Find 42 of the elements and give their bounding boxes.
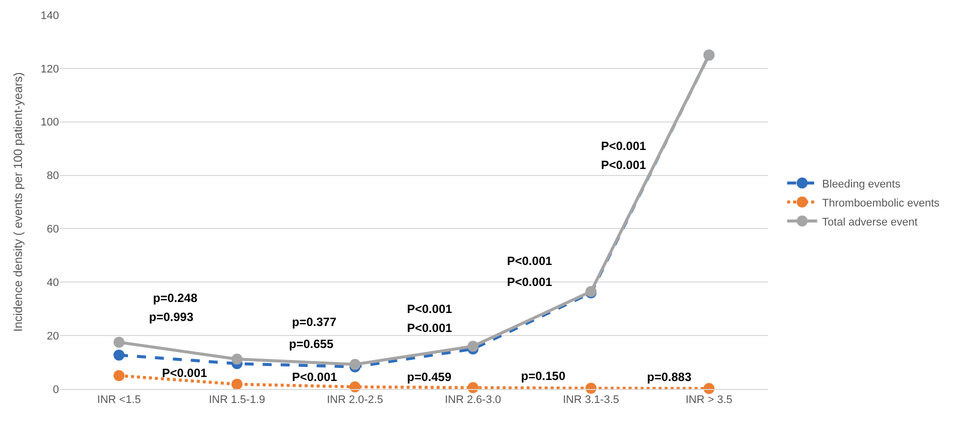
point xyxy=(468,382,478,394)
y-tick-label: 40 xyxy=(46,276,59,289)
legend-label: Bleeding events xyxy=(822,178,901,190)
x-tick-label: INR 2.0-2.5 xyxy=(326,394,384,406)
point xyxy=(232,378,242,390)
annotation: p=0.655 xyxy=(289,337,334,351)
annotation: p=0.993 xyxy=(149,310,194,324)
x-tick-label: INR 3.1-3.5 xyxy=(562,394,620,406)
annotation: P<0.001 xyxy=(292,370,338,384)
annotation: P<0.001 xyxy=(407,321,452,335)
point xyxy=(350,358,360,370)
x-tick-label: INR > 3.5 xyxy=(686,394,732,406)
x-tick-label: INR 1.5-1.9 xyxy=(208,394,266,406)
annotation: P<0.001 xyxy=(162,366,208,380)
y-tick-label: 60 xyxy=(46,224,59,236)
point xyxy=(232,354,242,365)
annotation: P<0.001 xyxy=(507,275,552,289)
y-axis-title: Incidence density ( events per 100 patient-years) xyxy=(10,72,25,332)
annotation: P<0.001 xyxy=(507,254,552,268)
annotation: p=0.459 xyxy=(407,370,452,384)
y-tick-label: 80 xyxy=(46,170,59,182)
point xyxy=(468,340,478,352)
x-tick-label: INR <1.5 xyxy=(97,394,141,406)
x-tick-label: INR 2.6-3.0 xyxy=(444,394,502,406)
annotation: P<0.001 xyxy=(407,302,452,316)
y-tick-label: 100 xyxy=(40,116,59,129)
annotation: p=0.377 xyxy=(292,315,337,329)
legend-label: Thromboembolic events xyxy=(822,197,940,210)
point xyxy=(350,381,360,392)
annotation: P<0.001 xyxy=(601,139,646,153)
point xyxy=(114,336,124,348)
annotation: P<0.001 xyxy=(601,158,646,172)
y-tick-label: 0 xyxy=(52,384,59,396)
y-tick-label: 20 xyxy=(46,330,59,342)
annotation: p=0.883 xyxy=(647,370,692,384)
y-tick-label: 120 xyxy=(40,63,59,76)
annotation: p=0.248 xyxy=(153,291,198,305)
y-tick-label: 140 xyxy=(40,10,59,22)
legend-label: Total adverse event xyxy=(822,216,918,228)
point xyxy=(114,350,124,361)
annotation: p=0.150 xyxy=(521,369,566,383)
point xyxy=(114,370,124,382)
